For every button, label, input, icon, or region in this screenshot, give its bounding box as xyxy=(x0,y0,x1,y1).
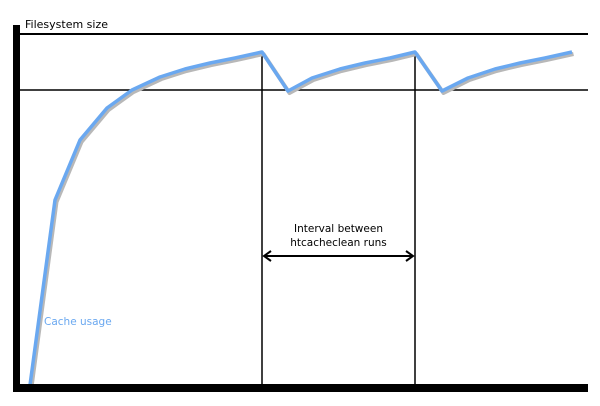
y-axis-label: Filesystem size xyxy=(25,18,108,31)
interval-label-line2: htcacheclean runs xyxy=(290,237,387,249)
cache-usage-label: Cache usage xyxy=(44,316,112,328)
y-axis xyxy=(13,25,20,392)
cache-usage-curve xyxy=(28,50,573,386)
x-axis xyxy=(13,384,588,392)
curve-shadow xyxy=(29,52,574,388)
interval-label-line1: Interval between xyxy=(294,223,383,235)
